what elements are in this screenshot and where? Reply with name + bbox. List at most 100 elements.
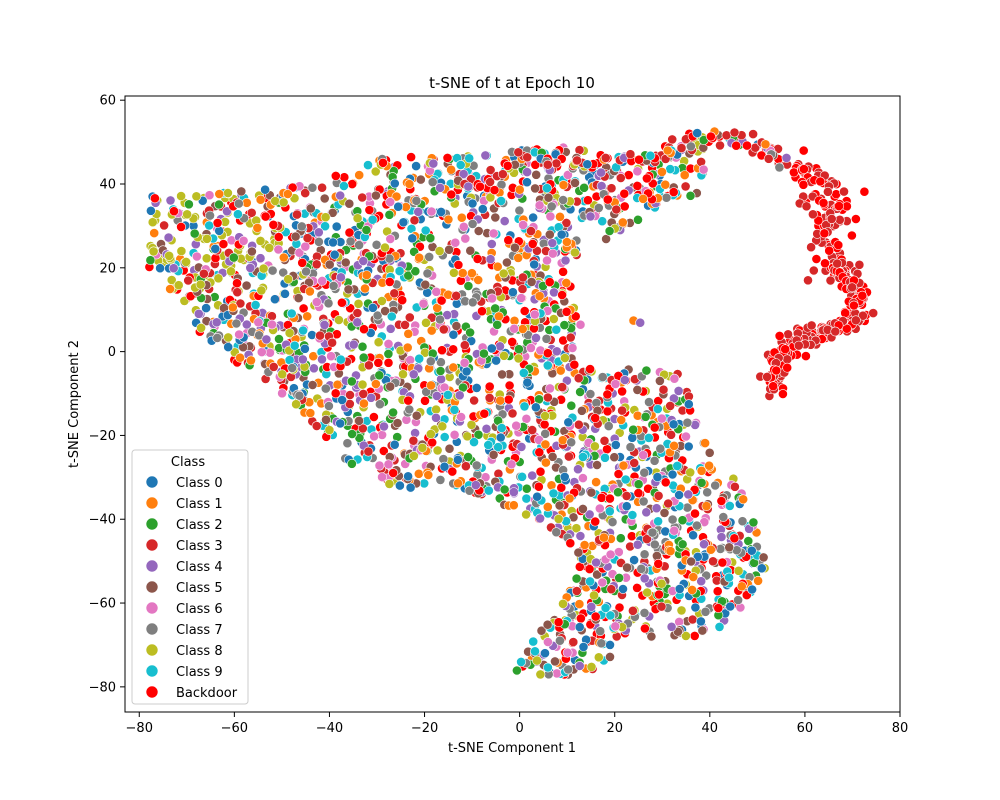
scatter-point	[222, 188, 233, 198]
scatter-point	[552, 668, 562, 679]
scatter-point	[613, 487, 623, 498]
scatter-point	[579, 540, 590, 550]
scatter-point	[225, 266, 236, 277]
scatter-point	[729, 127, 740, 138]
scatter-point	[568, 637, 579, 647]
scatter-point	[507, 408, 518, 419]
scatter-point	[282, 189, 293, 199]
scatter-point	[521, 483, 532, 494]
scatter-point	[629, 555, 639, 565]
scatter-point	[620, 474, 631, 485]
scatter-point	[534, 291, 545, 301]
scatter-point	[513, 252, 524, 263]
scatter-point	[665, 546, 676, 556]
scatter-point	[426, 380, 436, 391]
scatter-point	[181, 256, 191, 267]
scatter-point	[586, 487, 597, 498]
scatter-point	[258, 263, 269, 274]
scatter-point	[578, 473, 588, 483]
scatter-point	[808, 265, 819, 276]
scatter-point	[497, 169, 508, 180]
scatter-point	[783, 329, 793, 340]
scatter-point	[597, 577, 608, 588]
scatter-point	[677, 539, 688, 550]
y-tick-label: 20	[99, 261, 116, 276]
scatter-point	[628, 605, 638, 616]
scatter-point	[616, 415, 627, 425]
scatter-point	[360, 283, 370, 294]
scatter-point	[413, 468, 424, 479]
scatter-point	[553, 514, 564, 524]
y-tick-label: 0	[108, 345, 116, 360]
scatter-point	[499, 216, 510, 226]
scatter-point	[857, 290, 868, 301]
scatter-point	[724, 572, 734, 583]
scatter-point	[619, 375, 630, 385]
scatter-point	[737, 516, 748, 527]
scatter-point	[245, 262, 256, 273]
scatter-point	[510, 242, 520, 253]
scatter-point	[547, 238, 558, 248]
scatter-point	[435, 314, 445, 325]
scatter-point	[383, 459, 394, 470]
scatter-point	[253, 317, 264, 328]
scatter-point	[643, 432, 654, 443]
scatter-point	[383, 357, 394, 368]
scatter-point	[367, 302, 378, 313]
legend-entry: Class 1	[176, 497, 223, 512]
scatter-point	[600, 452, 610, 463]
scatter-point	[287, 363, 298, 373]
scatter-point	[578, 451, 588, 462]
scatter-point	[294, 390, 305, 401]
scatter-point	[352, 213, 363, 224]
scatter-point	[747, 584, 757, 595]
scatter-point	[688, 572, 699, 582]
legend-entry: Class 5	[176, 581, 223, 596]
scatter-point	[567, 343, 578, 353]
scatter-point	[565, 538, 576, 549]
scatter-point	[561, 306, 572, 317]
scatter-point	[514, 184, 525, 195]
scatter-point	[460, 461, 471, 472]
scatter-point	[604, 226, 615, 236]
scatter-point	[676, 143, 687, 153]
y-tick-label: −60	[89, 597, 116, 612]
scatter-point	[613, 469, 624, 479]
scatter-point	[543, 662, 553, 673]
scatter-point	[148, 246, 159, 257]
scatter-point	[357, 192, 368, 203]
scatter-point	[254, 330, 264, 341]
scatter-point	[402, 342, 413, 353]
scatter-point	[527, 238, 538, 249]
scatter-point	[442, 310, 453, 320]
scatter-point	[541, 333, 552, 344]
scatter-point	[269, 294, 280, 305]
scatter-point	[682, 417, 693, 428]
scatter-point	[315, 330, 325, 341]
scatter-point	[669, 373, 680, 384]
scatter-point	[485, 177, 495, 187]
scatter-point	[660, 179, 671, 190]
scatter-point	[411, 410, 422, 421]
scatter-point	[651, 503, 662, 514]
scatter-point	[688, 530, 698, 541]
scatter-point	[280, 288, 290, 299]
scatter-point	[147, 217, 158, 228]
scatter-point	[324, 259, 335, 270]
scatter-point	[344, 198, 355, 209]
scatter-point	[825, 275, 836, 286]
scatter-point	[531, 332, 541, 343]
scatter-point	[278, 267, 289, 278]
scatter-point	[609, 452, 620, 463]
scatter-point	[697, 625, 708, 636]
scatter-point	[642, 534, 652, 544]
scatter-point	[655, 375, 665, 386]
scatter-point	[619, 188, 630, 199]
scatter-point	[364, 205, 375, 215]
scatter-point	[411, 195, 422, 206]
scatter-point	[763, 153, 774, 164]
scatter-point	[639, 467, 650, 478]
scatter-point	[518, 272, 528, 283]
scatter-point	[561, 217, 572, 228]
